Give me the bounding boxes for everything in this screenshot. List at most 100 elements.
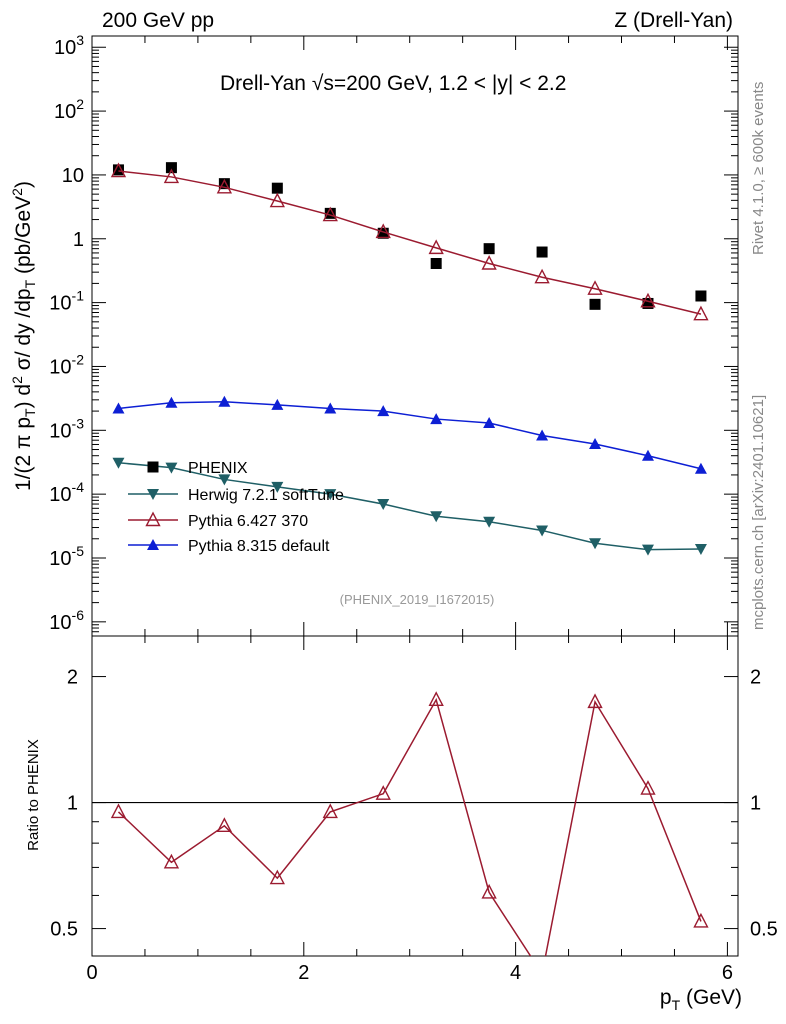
legend: PHENIX Herwig 7.2.1 softTune Pythia 6.427 … — [128, 460, 344, 555]
ratio-y-tick-label-left: 2 — [67, 667, 78, 689]
data-point-herwig-7-2-1-softtune — [641, 544, 654, 556]
data-point-pythia-6-427-370 — [640, 292, 656, 308]
ratio-y-tick-label-right: 0.5 — [750, 919, 778, 941]
x-axis-title: pT (GeV) — [660, 986, 742, 1013]
data-point-pythia-6-427-370 — [163, 168, 180, 184]
data-point-phenix — [165, 162, 177, 174]
data-point-phenix — [430, 257, 442, 269]
data-point-pythia-8-315-default — [271, 398, 284, 410]
data-point-phenix — [218, 178, 230, 190]
data-point-phenix — [377, 227, 389, 239]
ratio-plot-frame — [91, 635, 739, 957]
data-point-phenix — [324, 207, 336, 219]
legend-marker-phenix — [147, 461, 159, 473]
data-point-phenix — [536, 246, 548, 258]
data-point-phenix — [271, 182, 283, 194]
ratio-y-tick-label-left: 1 — [67, 793, 78, 815]
series-line-herwig-7-2-1-softtune — [118, 462, 701, 551]
data-point-herwig-7-2-1-softtune — [377, 499, 390, 511]
data-point-pythia-6-427-370 — [693, 305, 709, 321]
data-point-phenix — [483, 243, 495, 255]
ratio-y-tick-label-left: 0.5 — [50, 919, 78, 941]
data-point-pythia-8-315-default — [377, 405, 390, 417]
data-point-pythia-6-427-370 — [375, 223, 391, 239]
ratio-point-pythia-6 — [640, 780, 656, 795]
y-tick-label: 10-4 — [49, 479, 84, 506]
side-label-version: Rivet 4.1.0, ≥ 600k events — [750, 82, 767, 255]
data-point-pythia-8-315-default — [430, 413, 443, 425]
x-tick-label: 0 — [86, 962, 97, 984]
data-point-pythia-8-315-default — [324, 402, 337, 414]
svg-text:1/(2 π pT) d2 σ/ dy /dpT (pb/G: 1/(2 π pT) d2 σ/ dy /dpT (pb/GeV2) — [9, 181, 38, 491]
data-point-pythia-6-427-370 — [428, 239, 444, 255]
data-point-herwig-7-2-1-softtune — [271, 481, 284, 493]
y-tick-label: 10-3 — [49, 415, 84, 442]
legend-marker-pythia-6-427-370 — [145, 511, 161, 527]
ratio-point-pythia-6 — [428, 691, 444, 707]
ratio-point-pythia-6 — [216, 817, 233, 833]
data-point-herwig-7-2-1-softtune — [324, 489, 337, 501]
legend-label-pythia-6-427-370: Pythia 6.427 370 — [188, 513, 308, 530]
data-point-pythia-8-315-default — [483, 417, 496, 429]
data-point-phenix — [642, 297, 654, 309]
ratio-point-pythia-6 — [163, 853, 180, 869]
main-series-layer — [110, 162, 709, 556]
y-tick-label: 10-2 — [49, 351, 84, 378]
data-point-pythia-8-315-default — [536, 429, 549, 441]
x-tick-label: 2 — [298, 962, 309, 984]
data-point-herwig-7-2-1-softtune — [536, 525, 549, 537]
data-point-pythia-6-427-370 — [269, 192, 285, 208]
header-left: 200 GeV pp — [102, 9, 214, 32]
side-label-source: mcplots.cern.ch [arXiv:2401.10621] — [750, 395, 767, 630]
data-point-herwig-7-2-1-softtune — [694, 544, 707, 556]
y-tick-label: 103 — [54, 32, 84, 59]
data-point-herwig-7-2-1-softtune — [483, 516, 496, 528]
legend-marker-pythia-8-315-default — [147, 539, 159, 550]
data-point-herwig-7-2-1-softtune — [165, 462, 178, 474]
y-tick-label: 10-5 — [49, 543, 84, 570]
x-tick-label: 6 — [722, 962, 733, 984]
data-point-herwig-7-2-1-softtune — [589, 538, 602, 550]
legend-marker-herwig-7-2-1-softtune — [147, 489, 159, 500]
data-point-pythia-8-315-default — [589, 438, 602, 450]
ratio-series-layer — [92, 691, 738, 956]
ratio-point-pythia-6 — [693, 912, 709, 928]
y-tick-label: 10-1 — [49, 288, 84, 315]
legend-label-herwig-7-2-1-softtune: Herwig 7.2.1 softTune — [188, 487, 344, 504]
ratio-point-pythia-6 — [587, 693, 603, 709]
data-point-pythia-8-315-default — [694, 462, 707, 474]
main-annotation: Drell-Yan √s=200 GeV, 1.2 < |y| < 2.2 — [220, 72, 566, 95]
data-point-pythia-8-315-default — [112, 402, 125, 414]
data-point-pythia-6-427-370 — [587, 280, 603, 295]
series-line-pythia-6-427-370 — [118, 170, 702, 315]
data-point-pythia-8-315-default — [218, 395, 231, 407]
data-point-pythia-8-315-default — [641, 449, 654, 461]
ratio-axis-ticks: 2 2 1 1 0.5 0.5 0 2 4 6 — [50, 636, 778, 984]
data-point-pythia-6-427-370 — [481, 254, 497, 270]
data-point-herwig-7-2-1-softtune — [430, 511, 443, 523]
ratio-point-pythia-6 — [481, 883, 497, 899]
data-point-pythia-6-427-370 — [534, 268, 550, 284]
data-point-pythia-6-427-370 — [110, 162, 127, 178]
ratio-point-pythia-6 — [269, 869, 285, 885]
ratio-point-pythia-6 — [110, 803, 127, 819]
main-y-axis-title: 1/(2 π pT) d2 σ/ dy /dpT (pb/GeV2) — [9, 181, 38, 491]
y-tick-label: 102 — [54, 96, 84, 123]
y-tick-label: 1 — [73, 229, 84, 251]
y-tick-label: 10-6 — [49, 607, 84, 634]
data-point-herwig-7-2-1-softtune — [218, 474, 231, 486]
legend-label-pythia-8-315-default: Pythia 8.315 default — [188, 538, 330, 555]
series-line-pythia-8-315-default — [118, 401, 702, 470]
ratio-line-pythia-6 — [117, 697, 702, 956]
ratio-y-axis-title: Ratio to PHENIX — [25, 739, 42, 851]
y-tick-label: 10 — [62, 165, 84, 187]
data-point-phenix — [695, 290, 707, 302]
data-point-phenix — [112, 164, 124, 176]
header-right: Z (Drell-Yan) — [614, 9, 733, 32]
ratio-point-pythia-6 — [322, 803, 338, 819]
ratio-y-tick-label-right: 2 — [750, 667, 761, 689]
x-tick-label: 4 — [510, 962, 521, 984]
data-point-pythia-6-427-370 — [322, 206, 338, 222]
data-point-pythia-6-427-370 — [216, 178, 233, 194]
